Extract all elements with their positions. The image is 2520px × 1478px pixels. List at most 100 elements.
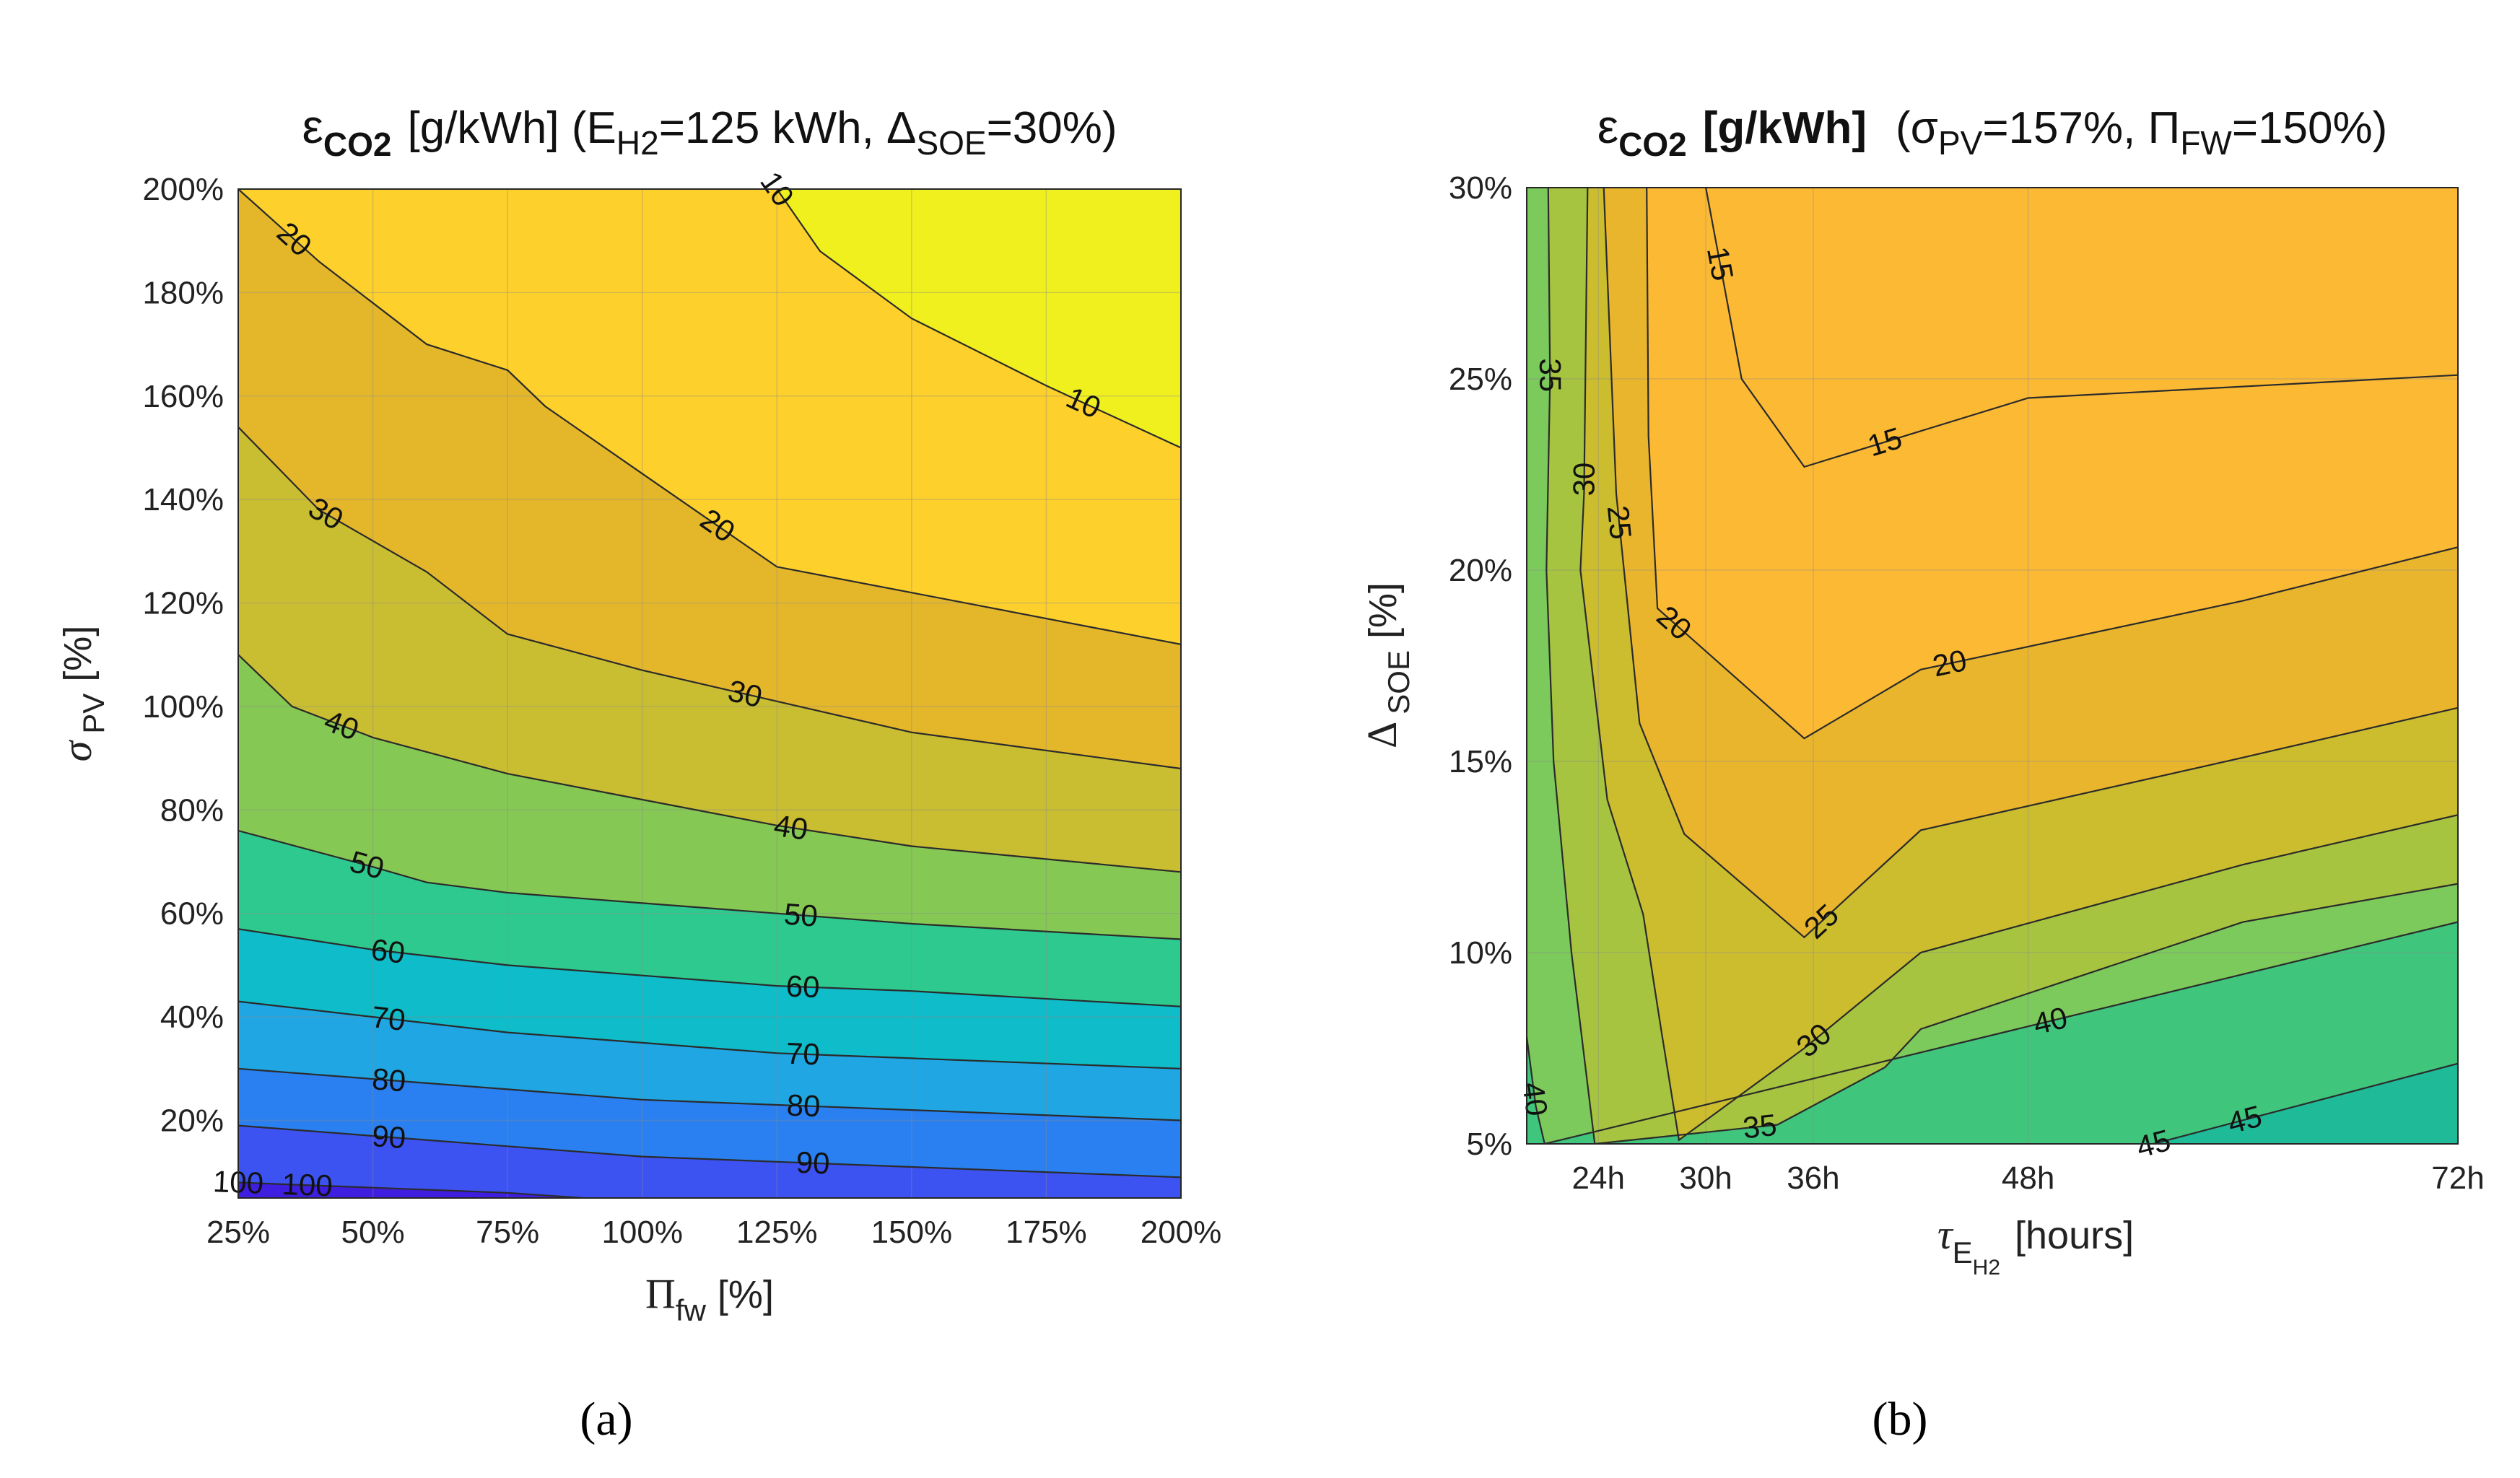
- chart-a-contour-label-80: 80: [786, 1088, 821, 1124]
- chart-b-ylabel-main: Δ: [1359, 722, 1405, 748]
- chart-b-x-tick-label: 48h: [2002, 1160, 2054, 1196]
- chart-b-contour-label-25: 25: [1601, 504, 1638, 541]
- chart-b-y-tick-label: 15%: [1449, 744, 1512, 779]
- chart-b-y-ticks: 5% 10% 15% 20% 25% 30%: [1449, 170, 1512, 1162]
- chart-a-title-p1-sub: H2: [616, 124, 659, 162]
- chart-b-x-tick-label: 24h: [1572, 1160, 1625, 1196]
- chart-b-contour-label-15: 15: [1701, 244, 1740, 284]
- chart-a-title-subscript: CO2: [323, 126, 392, 163]
- chart-b-contour-15: [1705, 188, 2458, 468]
- chart-b-contour-35: [1545, 188, 2458, 1144]
- chart-b-y-tick-label: 30%: [1449, 170, 1512, 206]
- chart-a-contour-label-60: 60: [370, 932, 407, 970]
- chart-b-contour-lines: [1527, 188, 2458, 1144]
- chart-b-band-below-15: [1706, 188, 2458, 467]
- chart-b-contour-30: [1579, 188, 2458, 1142]
- chart-b-xlabel-unit: [hours]: [2015, 1214, 2134, 1257]
- chart-b-ylabel: Δ SOE [%]: [1359, 582, 1416, 748]
- chart-a-xlabel-unit: [%]: [718, 1273, 774, 1316]
- chart-a-y-tick-label: 120%: [142, 586, 224, 621]
- chart-b-title-p1-rest: =157%, Π: [1982, 103, 2180, 153]
- chart-a-band-below-10: [777, 189, 1181, 448]
- chart-a-x-ticks: 25% 50% 75% 100% 125% 150% 175% 200%: [206, 1215, 1221, 1250]
- chart-b-title-p2-rest: =150%): [2232, 103, 2387, 153]
- chart-b-title-unit: [g/kWh]: [1703, 103, 1867, 153]
- chart-a-contour-label-80: 80: [371, 1062, 407, 1098]
- chart-a-title-p2-rest: =30%): [987, 103, 1117, 153]
- chart-a-x-tick-label: 200%: [1141, 1215, 1222, 1250]
- chart-a-contour-60: [238, 928, 1181, 1007]
- chart-b-x-ticks: 24h 30h 36h 48h 72h: [1572, 1160, 2485, 1196]
- chart-a-xlabel-main: Π: [645, 1270, 676, 1317]
- chart-b-y-tick-label: 25%: [1449, 362, 1512, 397]
- chart-b-contour-label-35: 35: [1533, 358, 1567, 392]
- chart-a-contour-label-30: 30: [725, 673, 765, 714]
- chart-a-contour-label-70: 70: [785, 1036, 820, 1072]
- chart-a-y-tick-label: 60%: [160, 896, 224, 932]
- chart-b-x-tick-label: 36h: [1787, 1160, 1839, 1196]
- chart-a-ylabel-sub: PV: [77, 694, 110, 734]
- chart-a-contour-label-40: 40: [772, 808, 810, 847]
- chart-a-y-tick-label: 200%: [142, 172, 224, 207]
- chart-b-y-tick-label: 5%: [1466, 1127, 1512, 1162]
- chart-a-x-tick-label: 75%: [476, 1215, 539, 1250]
- chart-a-x-tick-label: 100%: [601, 1215, 683, 1250]
- chart-a-y-ticks: 20% 40% 60% 80% 100% 120% 140% 160% 180% 200%: [142, 172, 224, 1138]
- chart-b-title-p1-open: (σ: [1896, 103, 1938, 153]
- chart-a-contour-80: [238, 1067, 1181, 1121]
- chart-a-ylabel: σ PV [%]: [53, 626, 110, 762]
- chart-b-x-tick-label: 72h: [2431, 1160, 2484, 1196]
- chart-a-xlabel: Πfw [%]: [645, 1270, 774, 1327]
- chart-b-contour-label-40: 40: [2030, 1000, 2071, 1041]
- chart-a-contour-50: [238, 829, 1181, 940]
- chart-a-x-tick-label: 175%: [1006, 1215, 1087, 1250]
- chart-a-title-p1-rest: =125 kWh, Δ: [659, 103, 917, 153]
- chart-b-frame: [1526, 187, 2459, 1145]
- chart-a-contour-label-60: 60: [785, 969, 820, 1005]
- chart-b-contour-45: [2153, 1062, 2458, 1144]
- chart-a-xlabel-sub: fw: [676, 1293, 707, 1327]
- chart-b-bands: [1527, 188, 2458, 1144]
- chart-b-y-tick-label: 20%: [1449, 553, 1512, 588]
- chart-b-contour-label-30: 30: [1566, 462, 1601, 496]
- chart-b-contour-label-35: 35: [1741, 1108, 1778, 1145]
- chart-b: εCO2 [g/kWh] (σPV=157%, ΠFW=150%) 15152020…: [1359, 100, 2485, 1446]
- chart-a-bands: [238, 189, 1181, 1198]
- chart-b-xlabel-sub: E: [1953, 1236, 1973, 1269]
- chart-b-contour-25: [1603, 188, 2458, 939]
- chart-a-x-tick-label: 25%: [206, 1215, 270, 1250]
- chart-b-title: εCO2 [g/kWh] (σPV=157%, ΠFW=150%): [1597, 100, 2388, 163]
- chart-a: εCO2 [g/kWh] (EH2=125 kWh, ΔSOE=30%) 1010…: [53, 100, 1221, 1446]
- chart-b-grid: [1527, 188, 2458, 1144]
- chart-a-contour-20: [238, 189, 1181, 645]
- chart-a-contour-label-50: 50: [782, 896, 819, 932]
- chart-a-ylabel-main: σ: [53, 739, 100, 761]
- chart-a-y-tick-label: 40%: [160, 1000, 224, 1035]
- chart-a-frame: [237, 188, 1182, 1199]
- chart-b-title-p2-sub: FW: [2180, 124, 2232, 162]
- chart-b-ylabel-sub: SOE: [1382, 650, 1416, 714]
- chart-a-contour-90: [238, 1124, 1181, 1179]
- chart-a-plot-area: [238, 189, 1181, 1198]
- chart-b-contour-20: [1646, 188, 2458, 740]
- chart-a-y-tick-label: 140%: [142, 482, 224, 517]
- chart-a-title-unit: [g/kWh] (E: [407, 103, 616, 153]
- chart-a-y-tick-label: 80%: [160, 792, 224, 828]
- chart-a-title: εCO2 [g/kWh] (EH2=125 kWh, ΔSOE=30%): [302, 100, 1117, 163]
- chart-b-xlabel-subsub: H2: [1973, 1256, 2000, 1280]
- chart-b-xlabel-main: τ: [1937, 1211, 1954, 1258]
- chart-b-contour-label-45: 45: [2224, 1098, 2265, 1140]
- chart-b-plot-area: [1527, 188, 2458, 1144]
- chart-a-title-p2-sub: SOE: [916, 124, 986, 162]
- subfigure-label-a: (a): [580, 1393, 632, 1446]
- chart-a-grid: [238, 189, 1181, 1198]
- chart-a-y-tick-label: 100%: [142, 689, 224, 725]
- chart-b-ylabel-unit: [%]: [1361, 582, 1405, 639]
- chart-b-contour-40: [1527, 921, 2458, 1144]
- chart-a-y-tick-label: 180%: [142, 275, 224, 310]
- chart-a-contour-label-100: 100: [282, 1167, 333, 1203]
- chart-a-ylabel-unit: [%]: [56, 626, 100, 682]
- chart-b-contour-label-40: 40: [1516, 1080, 1554, 1118]
- chart-a-x-tick-label: 150%: [871, 1215, 953, 1250]
